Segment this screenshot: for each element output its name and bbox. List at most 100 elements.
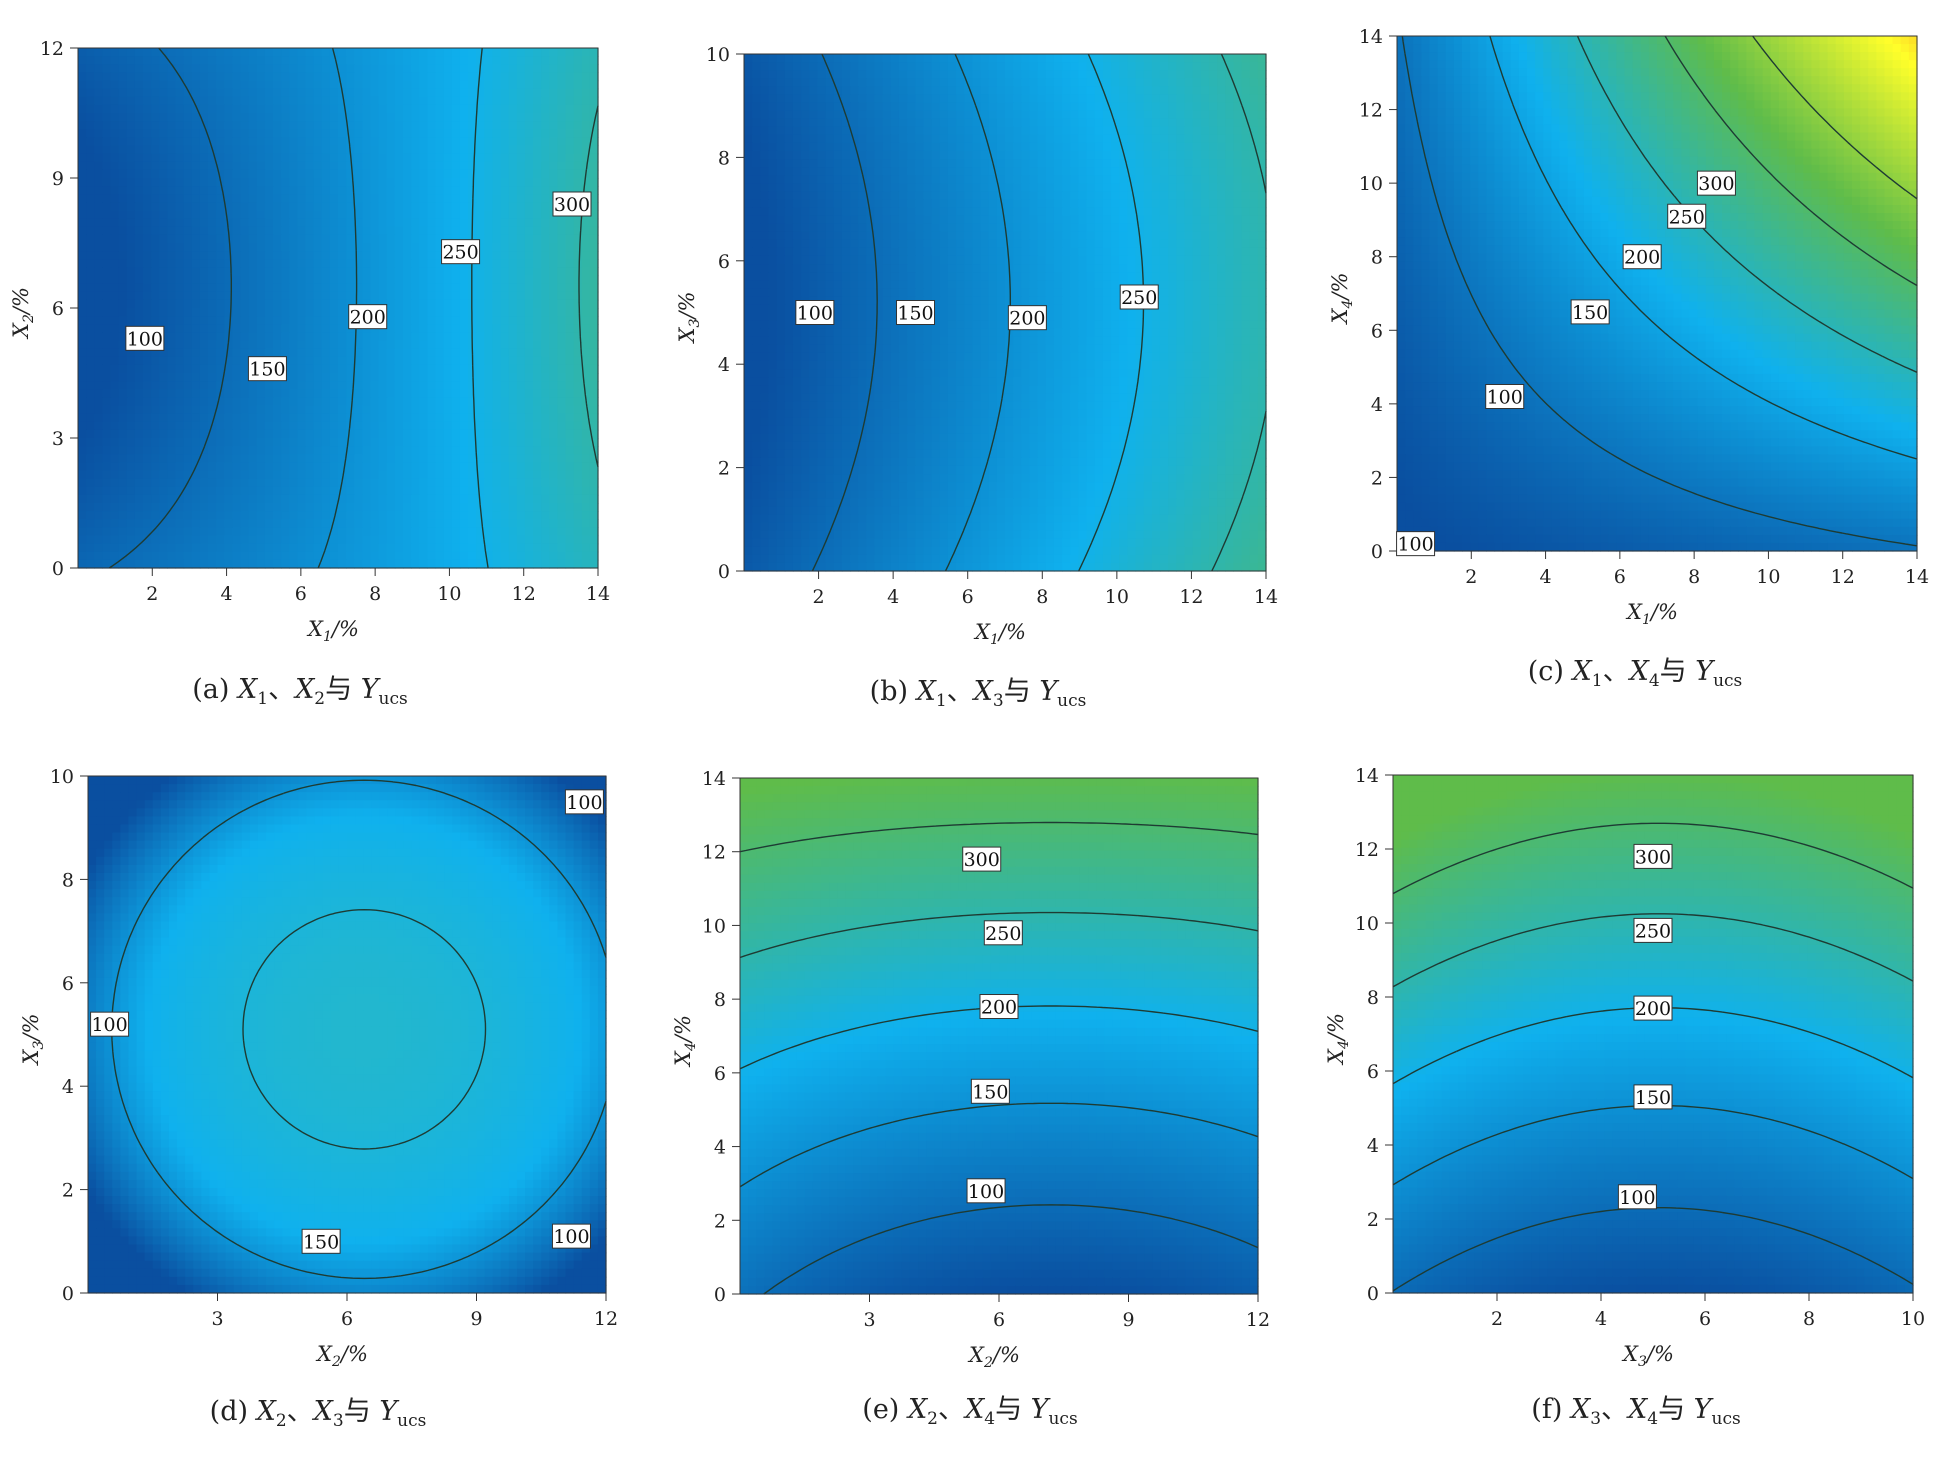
heatmap-cell xyxy=(476,519,485,528)
heatmap-cell xyxy=(541,365,550,374)
heatmap-cell xyxy=(590,471,599,480)
heatmap-cell xyxy=(176,267,185,276)
heatmap-cell xyxy=(241,349,250,358)
heatmap-cell xyxy=(525,81,534,90)
heatmap-cell xyxy=(517,389,526,398)
heatmap-cell xyxy=(135,202,144,211)
heatmap-cell xyxy=(501,219,510,228)
heatmap-cell xyxy=(452,170,461,179)
heatmap-cell xyxy=(94,154,103,163)
heatmap-cell xyxy=(200,406,209,415)
heatmap-cell xyxy=(306,227,315,236)
heatmap-cell xyxy=(427,121,436,130)
heatmap-cell xyxy=(265,487,274,496)
heatmap-cell xyxy=(257,511,266,520)
heatmap-cell xyxy=(102,446,111,455)
heatmap-cell xyxy=(102,251,111,260)
heatmap-cell xyxy=(265,170,274,179)
heatmap-cell xyxy=(273,503,282,512)
heatmap-cell xyxy=(566,454,575,463)
heatmap-cell xyxy=(427,446,436,455)
heatmap-cell xyxy=(574,324,583,333)
heatmap-cell xyxy=(330,324,339,333)
heatmap-cell xyxy=(452,276,461,285)
heatmap-cell xyxy=(411,414,420,423)
heatmap-cell xyxy=(216,365,225,374)
heatmap-cell xyxy=(184,454,193,463)
heatmap-cell xyxy=(273,462,282,471)
heatmap-cell xyxy=(557,454,566,463)
heatmap-cell xyxy=(322,487,331,496)
heatmap-cell xyxy=(574,438,583,447)
heatmap-cell xyxy=(574,113,583,122)
heatmap-cell xyxy=(241,81,250,90)
heatmap-cell xyxy=(289,454,298,463)
heatmap-cell xyxy=(135,170,144,179)
heatmap-cell xyxy=(492,438,501,447)
heatmap-cell xyxy=(403,251,412,260)
heatmap-cell xyxy=(590,72,599,81)
heatmap-cell xyxy=(444,105,453,114)
heatmap-cell xyxy=(151,89,160,98)
heatmap-cell xyxy=(192,81,201,90)
heatmap-cell xyxy=(590,503,599,512)
heatmap-cell xyxy=(184,446,193,455)
heatmap-cell xyxy=(314,406,323,415)
heatmap-cell xyxy=(224,349,233,358)
heatmap-cell xyxy=(192,479,201,488)
heatmap-cell xyxy=(78,479,87,488)
heatmap-cell xyxy=(151,129,160,138)
heatmap-cell xyxy=(533,454,542,463)
heatmap-cell xyxy=(492,178,501,187)
heatmap-cell xyxy=(224,243,233,252)
heatmap-cell xyxy=(557,511,566,520)
heatmap-cell xyxy=(159,471,168,480)
heatmap-cell xyxy=(460,194,469,203)
heatmap-cell xyxy=(314,300,323,309)
heatmap-cell xyxy=(257,414,266,423)
heatmap-cell xyxy=(338,121,347,130)
heatmap-cell xyxy=(484,113,493,122)
heatmap-cell xyxy=(249,113,258,122)
heatmap-cell xyxy=(557,81,566,90)
heatmap-cell xyxy=(176,365,185,374)
heatmap-cell xyxy=(354,422,363,431)
heatmap-cell xyxy=(501,422,510,431)
heatmap-cell xyxy=(419,211,428,220)
heatmap-cell xyxy=(509,511,518,520)
heatmap-cell xyxy=(476,487,485,496)
heatmap-cell xyxy=(241,137,250,146)
heatmap-cell xyxy=(427,259,436,268)
heatmap-cell xyxy=(224,389,233,398)
heatmap-cell xyxy=(484,211,493,220)
heatmap-cell xyxy=(297,284,306,293)
heatmap-cell xyxy=(452,479,461,488)
heatmap-cell xyxy=(94,129,103,138)
heatmap-cell xyxy=(176,349,185,358)
heatmap-cell xyxy=(476,324,485,333)
heatmap-cell xyxy=(484,227,493,236)
heatmap-cell xyxy=(176,454,185,463)
heatmap-cell xyxy=(444,438,453,447)
heatmap-cell xyxy=(151,48,160,57)
heatmap-cell xyxy=(273,479,282,488)
heatmap-cell xyxy=(94,211,103,220)
heatmap-cell xyxy=(509,292,518,301)
heatmap-cell xyxy=(241,332,250,341)
heatmap-cell xyxy=(484,495,493,504)
heatmap-cell xyxy=(509,308,518,317)
heatmap-cell xyxy=(338,146,347,155)
heatmap-cell xyxy=(574,308,583,317)
heatmap-cell xyxy=(151,211,160,220)
heatmap-cell xyxy=(78,300,87,309)
heatmap-cell xyxy=(167,121,176,130)
heatmap-cell xyxy=(208,72,217,81)
heatmap-cell xyxy=(549,471,558,480)
heatmap-cell xyxy=(484,105,493,114)
heatmap-cell xyxy=(86,48,95,57)
heatmap-cell xyxy=(379,495,388,504)
heatmap-cell xyxy=(200,365,209,374)
heatmap-cell xyxy=(338,381,347,390)
heatmap-cell xyxy=(557,365,566,374)
heatmap-cell xyxy=(354,503,363,512)
